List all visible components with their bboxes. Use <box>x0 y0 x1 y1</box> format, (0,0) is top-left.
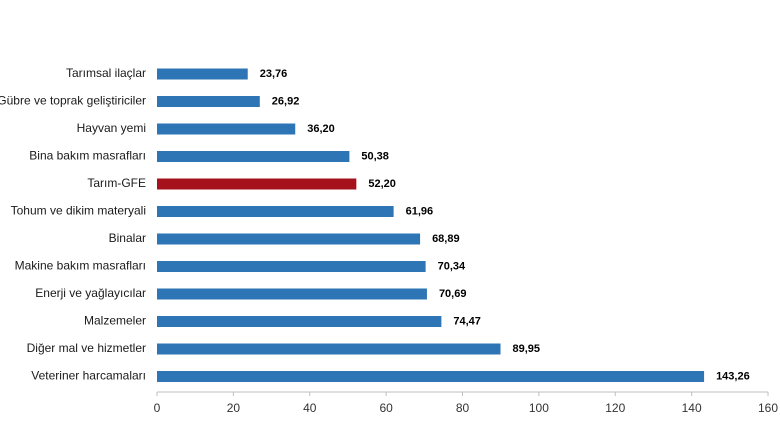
bars-group <box>157 68 705 382</box>
value-label: 74,47 <box>453 315 481 327</box>
bar <box>157 178 357 190</box>
x-tick-label: 80 <box>456 401 470 415</box>
category-label: Malzemeler <box>84 314 146 328</box>
value-label: 23,76 <box>260 68 288 80</box>
value-label: 61,96 <box>406 205 434 217</box>
category-label: Tarımsal ilaçlar <box>66 66 146 80</box>
bar <box>157 123 296 135</box>
x-tick-label: 20 <box>227 401 241 415</box>
value-label: 143,26 <box>716 370 750 382</box>
bar <box>157 343 501 355</box>
category-label: Tarım-GFE <box>87 176 146 190</box>
category-label: Gübre ve toprak geliştiriciler <box>0 94 146 108</box>
bar <box>157 261 426 272</box>
value-label: 36,20 <box>307 123 335 135</box>
category-label: Hayvan yemi <box>77 121 146 135</box>
value-label: 26,92 <box>272 95 300 107</box>
value-label: 52,20 <box>368 178 396 190</box>
x-tick-label: 0 <box>154 401 161 415</box>
category-label: Veteriner harcamaları <box>31 369 146 383</box>
category-label: Bina bakım masrafları <box>29 149 146 163</box>
value-label: 70,69 <box>439 288 467 300</box>
x-tick-label: 40 <box>303 401 317 415</box>
bar <box>157 206 394 217</box>
bar <box>157 371 705 382</box>
x-axis-ticks: 0 20 40 60 80 100 120 140 160 <box>154 392 778 415</box>
category-label: Binalar <box>109 231 146 245</box>
bar <box>157 96 260 107</box>
category-label: Diğer mal ve hizmetler <box>27 341 146 355</box>
x-tick-label: 140 <box>682 401 702 415</box>
bar <box>157 68 248 80</box>
value-label: 89,95 <box>512 343 540 355</box>
value-labels: 23,76 26,92 36,20 50,38 52,20 61,96 68,89 70,34… <box>260 68 750 383</box>
x-tick-label: 100 <box>529 401 549 415</box>
value-label: 50,38 <box>361 150 389 162</box>
x-tick-label: 160 <box>758 401 778 415</box>
bar <box>157 288 427 300</box>
bar <box>157 316 442 327</box>
bar <box>157 151 350 162</box>
value-label: 68,89 <box>432 233 460 245</box>
category-label: Enerji ve yağlayıcılar <box>35 286 146 300</box>
value-label: 70,34 <box>438 260 466 272</box>
x-tick-label: 60 <box>379 401 393 415</box>
x-tick-label: 120 <box>605 401 625 415</box>
category-labels: Tarımsal ilaçlar Gübre ve toprak geliştir… <box>0 66 146 383</box>
category-label: Makine bakım masrafları <box>15 259 146 273</box>
bar <box>157 233 421 245</box>
category-label: Tohum ve dikim materyali <box>11 204 146 218</box>
